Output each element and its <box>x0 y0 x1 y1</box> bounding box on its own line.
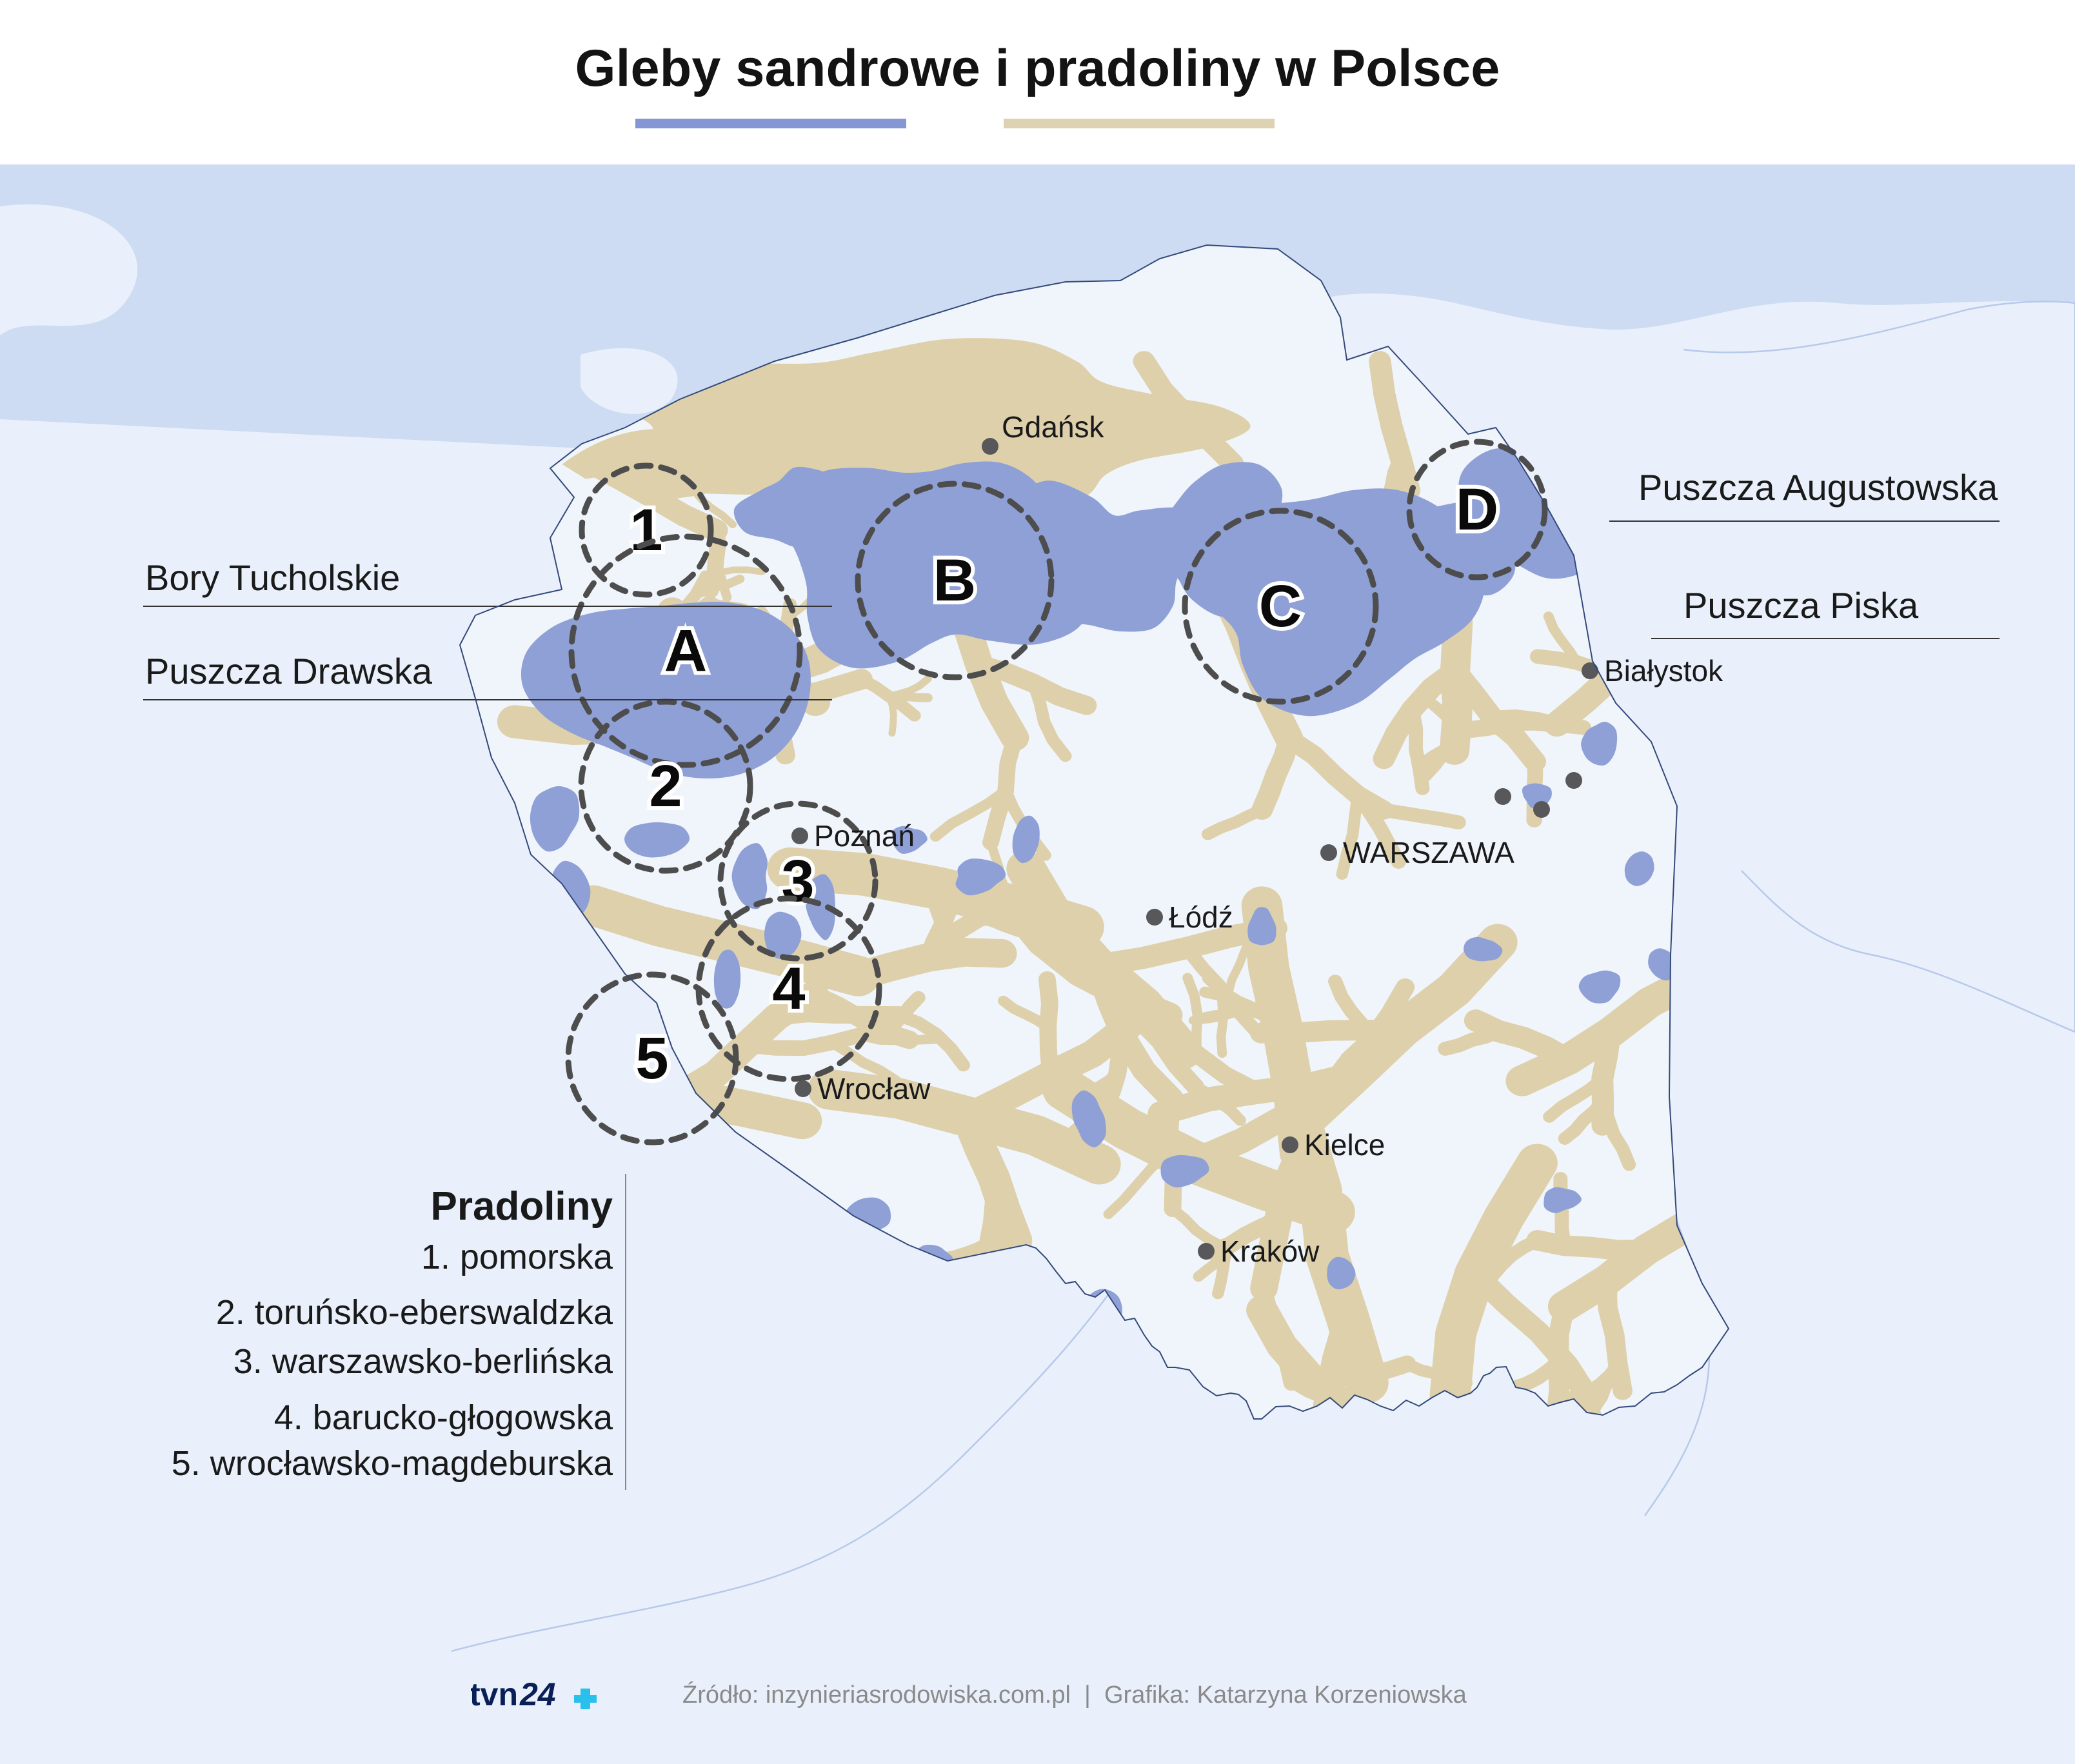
svg-text:Pradoliny: Pradoliny <box>430 1184 613 1229</box>
svg-text:1: 1 <box>630 497 662 563</box>
svg-text:Białystok: Białystok <box>1604 654 1723 688</box>
svg-text:WARSZAWA: WARSZAWA <box>1343 836 1514 869</box>
svg-text:A: A <box>664 618 707 684</box>
svg-text:5: 5 <box>635 1026 668 1091</box>
svg-text:2: 2 <box>649 753 682 819</box>
svg-text:Gdańsk: Gdańsk <box>1002 410 1105 444</box>
svg-text:4. barucko-głogowska: 4. barucko-głogowska <box>274 1398 613 1437</box>
svg-text:Bory Tucholskie: Bory Tucholskie <box>145 557 400 598</box>
svg-text:4: 4 <box>772 956 805 1022</box>
svg-text:1. pomorska: 1. pomorska <box>421 1238 613 1276</box>
svg-text:5. wrocławsko-magdeburska: 5. wrocławsko-magdeburska <box>172 1444 613 1483</box>
svg-text:B: B <box>933 548 976 613</box>
svg-text:D: D <box>1456 477 1498 542</box>
svg-text:Kraków: Kraków <box>1220 1234 1320 1268</box>
svg-text:3. warszawsko-berlińska: 3. warszawsko-berlińska <box>233 1342 613 1381</box>
svg-text:Puszcza Augustowska: Puszcza Augustowska <box>1638 467 1998 508</box>
svg-text:2. toruńsko-eberswaldzka: 2. toruńsko-eberswaldzka <box>216 1293 613 1332</box>
svg-text:tvn: tvn <box>471 1676 518 1712</box>
svg-text:Wrocław: Wrocław <box>817 1072 931 1105</box>
svg-text:3: 3 <box>781 848 814 914</box>
svg-text:Poznań: Poznań <box>814 819 915 853</box>
svg-text:Puszcza Drawska: Puszcza Drawska <box>145 651 433 691</box>
svg-text:24: 24 <box>519 1676 556 1712</box>
svg-text:Puszcza Piska: Puszcza Piska <box>1683 585 1919 626</box>
svg-text:C: C <box>1259 573 1302 639</box>
svg-text:Kielce: Kielce <box>1304 1128 1385 1162</box>
svg-text:Łódź: Łódź <box>1169 900 1233 934</box>
